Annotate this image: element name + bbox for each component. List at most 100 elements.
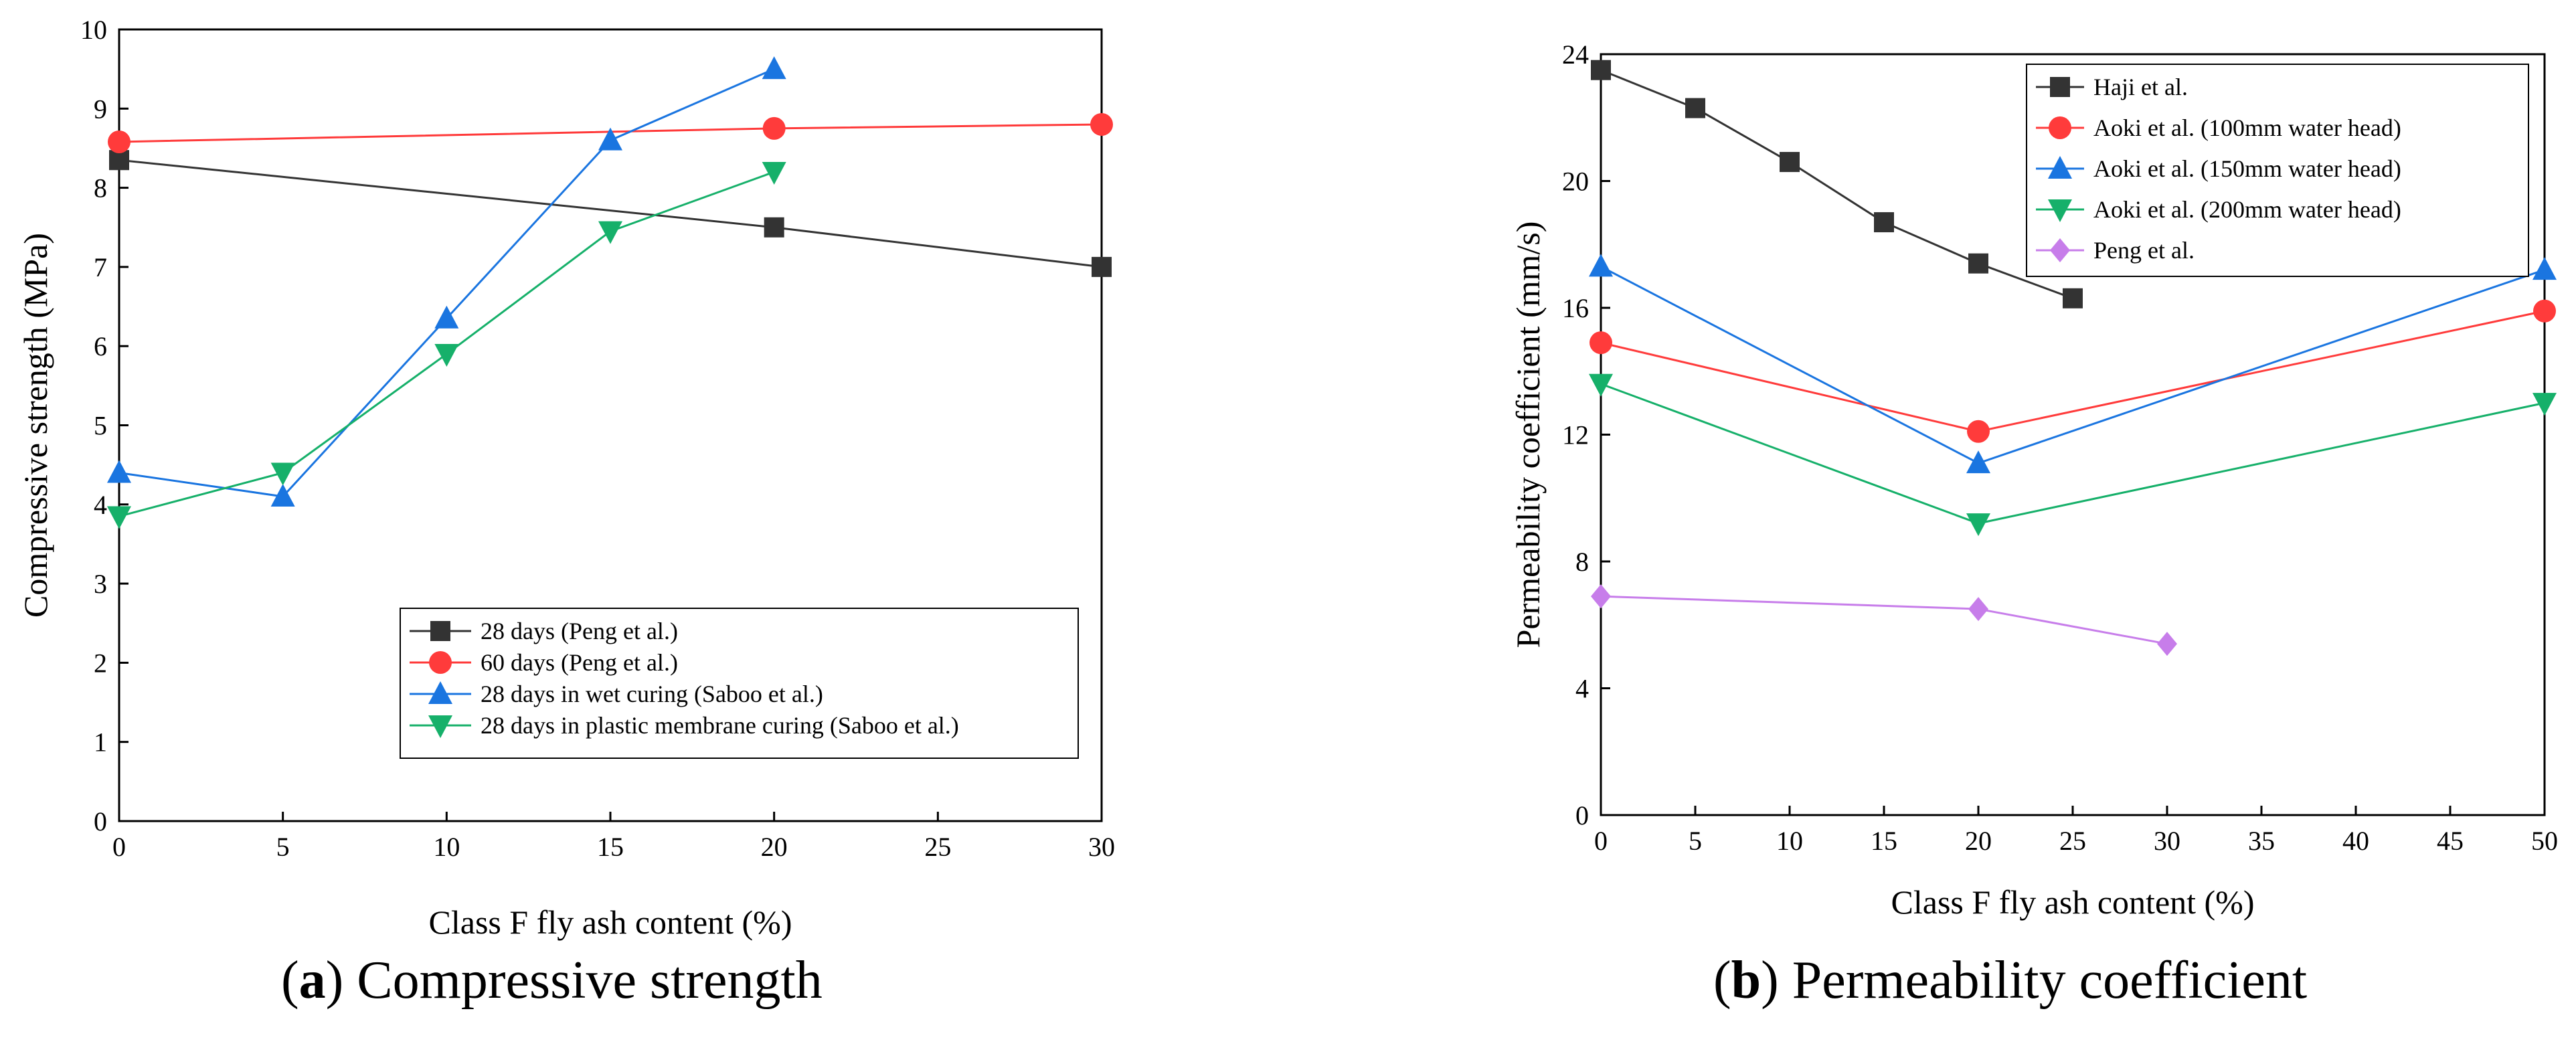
- legend-box-b: [2026, 64, 2529, 277]
- x-tick-label-b: 10: [1776, 826, 1803, 856]
- caption-b-text: Permeability coefficient: [1778, 951, 2308, 1010]
- legend-marker-a-1: [429, 651, 452, 674]
- legend-a: 28 days (Peng et al.) 60 days (Peng et al…: [400, 608, 1079, 759]
- legend-marker-a-2: [428, 681, 452, 704]
- legend-label-b-0: Haji et al.: [2093, 74, 2188, 100]
- y-tick-label-a: 3: [94, 569, 107, 599]
- legend-label-a-2: 28 days in wet curing (Saboo et al.): [481, 681, 823, 707]
- x-tick-label-b: 50: [2531, 826, 2558, 856]
- data-point-b-0: [2063, 288, 2083, 308]
- legend-marker-b-4: [2050, 238, 2070, 262]
- legend-label-b-2: Aoki et al. (150mm water head): [2093, 155, 2401, 182]
- y-tick-label-b: 4: [1575, 674, 1589, 704]
- y-axis-title-b: Permeability coefficient (mm/s): [1509, 222, 1547, 648]
- data-point-a-2: [107, 460, 131, 483]
- series-line-a-2: [118, 68, 775, 498]
- caption-b-letter: b: [1731, 951, 1762, 1010]
- data-point-a-2: [762, 56, 786, 80]
- data-point-a-2: [270, 483, 295, 507]
- data-point-a-1: [1090, 112, 1113, 136]
- y-tick-label-b: 12: [1562, 420, 1589, 450]
- series-b-3: [1589, 373, 2557, 537]
- chart-b: 0 5 10 15 20 25 30 35 40 45 50 0 4 8 12 16 20 24 Class F f…: [1509, 39, 2558, 921]
- legend-box-a: [400, 608, 1079, 759]
- caption-a-letter: a: [298, 951, 326, 1010]
- chart-a: 0 5 10 15 20 25 30 0 1 2 3 4 5 6 7 8 9 10 Class F fly ash …: [17, 15, 1115, 941]
- data-point-b-2: [2532, 257, 2557, 280]
- x-axis-title-b: Class F fly ash content (%): [1891, 883, 2255, 921]
- x-tick-label-a: 30: [1088, 832, 1115, 862]
- series-line-b-1: [1600, 310, 2545, 433]
- data-point-b-1: [1590, 331, 1612, 355]
- x-tick-label-a: 0: [112, 832, 126, 862]
- x-tick-label-b: 40: [2342, 826, 2369, 856]
- x-axis-title-a: Class F fly ash content (%): [429, 903, 792, 941]
- legend-marker-b-2: [2048, 156, 2072, 179]
- y-tick-label-a: 6: [94, 331, 107, 361]
- legend-marker-b-1: [2049, 116, 2071, 139]
- x-tick-label-b: 0: [1594, 826, 1608, 856]
- y-tick-label-b: 8: [1575, 547, 1589, 577]
- legend-label-a-1: 60 days (Peng et al.): [481, 649, 678, 676]
- data-point-a-0: [109, 150, 129, 171]
- series-line-a-0: [118, 159, 1102, 268]
- data-point-a-3: [270, 462, 295, 486]
- x-tick-label-a: 15: [597, 832, 624, 862]
- y-tick-label-a: 1: [94, 727, 107, 758]
- data-point-b-3: [1966, 513, 1990, 537]
- series-line-b-0: [1600, 69, 2073, 300]
- data-point-a-0: [1092, 256, 1112, 277]
- legend-marker-a-0: [430, 621, 450, 641]
- data-point-b-2: [1589, 254, 1613, 277]
- y-tick-label-b: 16: [1562, 293, 1589, 323]
- series-a-1: [108, 112, 1113, 153]
- series-a-0: [109, 150, 1112, 277]
- y-tick-label-a: 2: [94, 648, 107, 678]
- data-point-b-1: [2533, 299, 2556, 323]
- data-point-b-4: [1968, 597, 1988, 622]
- series-line-b-3: [1600, 383, 2545, 525]
- y-tick-label-a: 8: [94, 173, 107, 203]
- series-b-0: [1591, 60, 2083, 308]
- legend-marker-b-0: [2050, 77, 2070, 97]
- data-point-a-3: [107, 506, 131, 529]
- x-tick-label-a: 20: [761, 832, 788, 862]
- data-point-b-1: [1967, 420, 1990, 443]
- data-point-a-3: [598, 221, 622, 244]
- caption-a-text: Compressive strength: [343, 951, 823, 1010]
- data-point-a-1: [108, 130, 131, 153]
- data-point-b-3: [1589, 373, 1613, 397]
- y-tick-label-b: 20: [1562, 167, 1589, 197]
- data-point-b-2: [1966, 450, 1990, 474]
- y-tick-label-b: 24: [1562, 39, 1589, 70]
- legend-label-a-0: 28 days (Peng et al.): [481, 618, 678, 644]
- x-tick-label-b: 35: [2248, 826, 2275, 856]
- data-point-b-3: [2532, 393, 2557, 416]
- x-tick-label-b: 5: [1689, 826, 1702, 856]
- series-a-3: [107, 161, 786, 529]
- legend-label-b-4: Peng et al.: [2093, 237, 2195, 264]
- y-tick-label-a: 5: [94, 411, 107, 441]
- data-point-a-3: [434, 344, 459, 367]
- legend-b: Haji et al. Aoki et al. (100mm water head…: [2026, 64, 2529, 277]
- y-tick-label-a: 0: [94, 806, 107, 836]
- series-a-2: [107, 56, 786, 507]
- y-tick-label-a: 7: [94, 252, 107, 282]
- data-point-a-2: [598, 127, 622, 151]
- data-point-b-0: [1591, 60, 1611, 80]
- series-line-b-4: [1600, 595, 2168, 645]
- data-point-b-0: [1780, 152, 1800, 173]
- x-tick-label-b: 30: [2154, 826, 2180, 856]
- data-point-a-0: [764, 217, 784, 238]
- legend-label-b-3: Aoki et al. (200mm water head): [2093, 196, 2401, 223]
- x-tick-label-b: 20: [1965, 826, 1992, 856]
- x-tick-label-a: 25: [924, 832, 951, 862]
- y-axis-title-a: Compressive strength (MPa): [17, 233, 54, 618]
- x-tick-label-a: 5: [276, 832, 290, 862]
- data-point-b-0: [1685, 98, 1705, 118]
- data-point-b-4: [1591, 584, 1611, 609]
- legend-label-a-3: 28 days in plastic membrane curing (Sabo…: [481, 712, 959, 739]
- series-b-2: [1589, 254, 2557, 474]
- y-tick-label-a: 4: [94, 490, 107, 520]
